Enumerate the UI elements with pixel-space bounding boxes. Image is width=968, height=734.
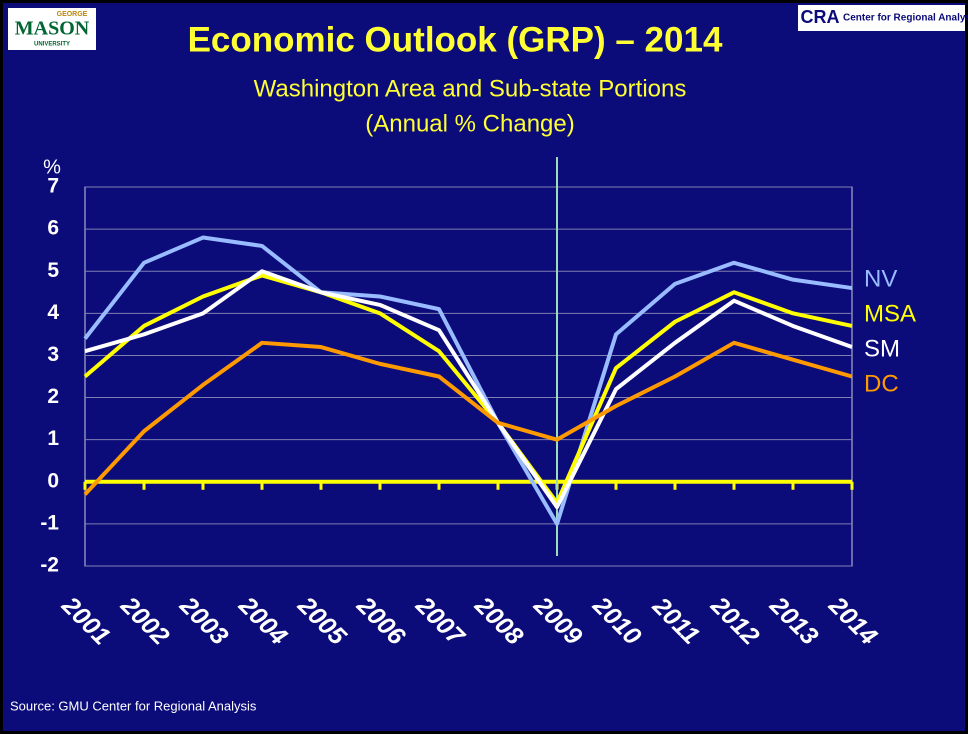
logo-box: [798, 5, 965, 31]
logo-text: UNIVERSITY: [34, 42, 70, 48]
chart-subtitle: Washington Area and Sub-state Portions: [254, 75, 687, 102]
y-tick-label: 1: [47, 427, 59, 450]
y-tick-label: 2: [47, 385, 59, 408]
y-axis-label: %: [43, 156, 61, 178]
cra-logo: CRA Center for Regional Analysis: [798, 5, 968, 31]
logo-text: CRA: [801, 7, 840, 27]
mason-logo: GEORGE MASON UNIVERSITY: [8, 8, 96, 50]
logo-text: GEORGE: [57, 11, 88, 18]
source-note: Source: GMU Center for Regional Analysis: [10, 698, 257, 713]
slide-background: [3, 3, 965, 731]
y-tick-label: 4: [47, 301, 59, 324]
y-tick-label: -1: [40, 511, 59, 534]
logo-text: Center for Regional Analysis: [843, 13, 968, 24]
y-tick-label: 0: [47, 469, 59, 492]
logo-text: MASON: [15, 18, 90, 40]
legend-label: MSA: [864, 300, 916, 327]
chart-title: Economic Outlook (GRP) – 2014: [188, 20, 723, 59]
y-tick-label: 5: [47, 259, 59, 282]
series-line: [83, 273, 853, 505]
y-tick-label: 6: [47, 217, 59, 240]
series-line: [84, 269, 853, 510]
logo-box: [8, 8, 96, 50]
series-line: [83, 340, 853, 496]
legend-label: SM: [864, 335, 900, 362]
legend-label: NV: [864, 265, 897, 292]
y-tick-label: -2: [40, 554, 59, 577]
chart-subtitle: (Annual % Change): [365, 110, 574, 137]
y-tick-label: 3: [47, 343, 59, 366]
series-line: [83, 235, 853, 526]
y-tick-label: 7: [47, 175, 59, 198]
legend-label: DC: [864, 370, 899, 397]
